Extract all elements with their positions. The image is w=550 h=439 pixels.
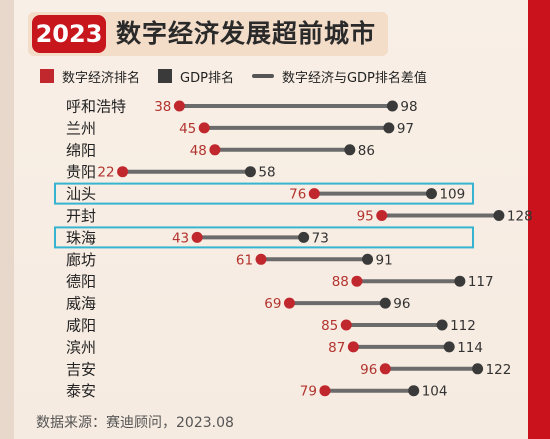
- digital-point: [376, 210, 388, 221]
- gdp-point: [379, 297, 391, 309]
- digital-point: [117, 166, 129, 178]
- year-badge: 2023: [32, 15, 106, 53]
- digital-value-label: 69: [264, 296, 281, 312]
- page-title: 数字经济发展超前城市: [116, 19, 377, 48]
- gdp-point: [244, 166, 256, 178]
- gdp-point: [362, 253, 374, 265]
- digital-value-label: 38: [154, 99, 171, 115]
- highlight-box: [54, 226, 474, 249]
- digital-value-label: 85: [321, 318, 338, 334]
- digital-point: [198, 122, 210, 134]
- legend-item-gdp: GDP排名: [158, 67, 234, 86]
- source-note: 数据来源：赛迪顾问，2023.08: [36, 415, 234, 431]
- digital-point: [347, 341, 359, 353]
- category-label: 开封: [66, 207, 96, 225]
- gdp-value-label: 73: [312, 230, 329, 246]
- category-label: 咸阳: [66, 317, 96, 335]
- gdp-value-label: 104: [422, 384, 448, 400]
- legend-label-digital: 数字经济排名: [62, 70, 141, 86]
- category-label: 泰安: [66, 382, 96, 400]
- digital-point: [191, 231, 203, 243]
- digital-value-label: 76: [289, 187, 306, 203]
- category-label: 滨州: [66, 338, 96, 356]
- category-label: 廊坊: [66, 251, 96, 269]
- gdp-value-label: 98: [400, 99, 417, 115]
- digital-value-label: 95: [357, 209, 374, 225]
- gdp-point: [425, 188, 437, 200]
- gdp-value-label: 114: [457, 340, 483, 356]
- gdp-value-label: 109: [439, 187, 465, 203]
- legend-swatch-gap: [251, 74, 274, 78]
- legend-label-gap: 数字经济与GDP排名差值: [281, 70, 427, 86]
- gdp-value-label: 96: [393, 296, 410, 312]
- digital-value-label: 88: [332, 274, 349, 290]
- gdp-point: [408, 385, 420, 397]
- digital-value-label: 43: [172, 230, 189, 246]
- category-label: 吉安: [66, 360, 96, 378]
- digital-point: [308, 188, 320, 200]
- category-label: 贵阳: [66, 163, 96, 181]
- gdp-point: [436, 319, 448, 331]
- gdp-value-label: 122: [486, 362, 512, 378]
- category-label: 绵阳: [66, 141, 96, 159]
- legend: 数字经济排名 GDP排名 数字经济与GDP排名差值: [40, 64, 445, 88]
- digital-value-label: 45: [179, 121, 196, 137]
- digital-value-label: 79: [300, 384, 317, 400]
- gdp-value-label: 58: [258, 165, 275, 181]
- category-label: 珠海: [66, 229, 96, 247]
- gdp-point: [454, 275, 466, 287]
- digital-point: [379, 363, 391, 375]
- legend-item-gap: 数字经济与GDP排名差值: [251, 67, 427, 86]
- gdp-value-label: 128: [507, 209, 533, 225]
- gdp-point: [383, 122, 395, 134]
- gdp-point: [472, 363, 484, 375]
- digital-value-label: 96: [360, 362, 377, 378]
- category-label: 威海: [66, 295, 96, 313]
- gdp-value-label: 112: [450, 318, 476, 334]
- digital-point: [255, 253, 267, 265]
- right-decoration-strip: [528, 0, 550, 439]
- digital-point: [209, 144, 221, 156]
- digital-point: [173, 100, 185, 112]
- category-label: 兰州: [66, 119, 96, 137]
- gdp-point: [493, 210, 505, 221]
- digital-point: [351, 275, 363, 287]
- digital-point: [340, 319, 352, 331]
- digital-value-label: 87: [328, 340, 345, 356]
- gdp-value-label: 117: [468, 274, 494, 290]
- digital-point: [319, 385, 331, 397]
- gdp-point: [344, 144, 356, 156]
- digital-value-label: 48: [190, 143, 207, 159]
- gdp-point: [443, 341, 455, 353]
- gdp-value-label: 86: [358, 143, 375, 159]
- gdp-value-label: 91: [376, 252, 393, 268]
- gdp-value-label: 97: [397, 121, 414, 137]
- category-label: 呼和浩特: [66, 98, 126, 116]
- highlight-box: [54, 182, 474, 205]
- legend-item-digital: 数字经济排名: [40, 67, 140, 86]
- category-label: 汕头: [66, 185, 96, 203]
- digital-point: [283, 297, 295, 309]
- digital-value-label: 22: [97, 165, 114, 181]
- legend-swatch-gdp: [158, 69, 173, 83]
- gdp-point: [298, 231, 310, 243]
- digital-value-label: 61: [236, 252, 253, 268]
- left-decoration-strip: [0, 0, 14, 439]
- legend-label-gdp: GDP排名: [180, 70, 234, 86]
- gdp-point: [386, 100, 398, 112]
- category-label: 德阳: [66, 273, 96, 291]
- legend-swatch-digital: [40, 69, 54, 83]
